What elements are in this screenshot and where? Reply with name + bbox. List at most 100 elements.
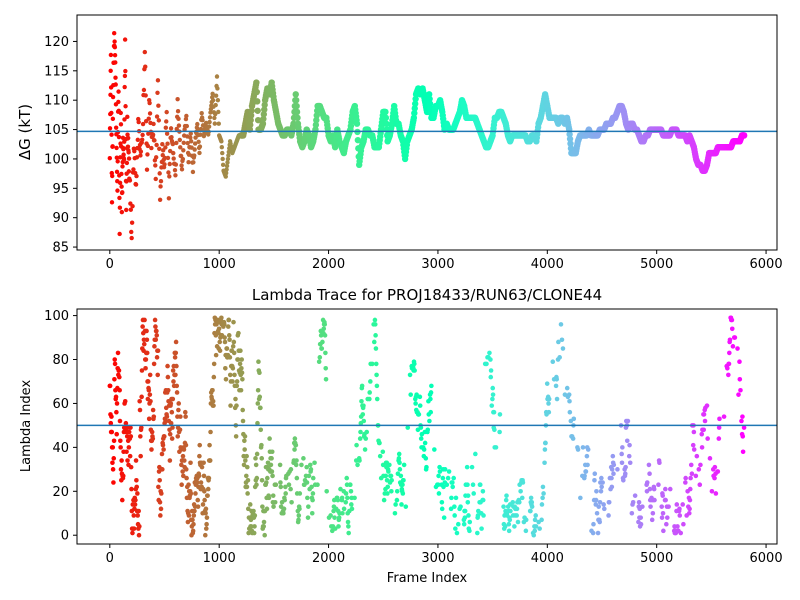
lambda-point [489,403,495,408]
lambda-point [436,473,441,479]
dg-y-tick-label: 105 [44,123,69,138]
lambda-point [202,532,208,538]
lambda-point [296,513,302,518]
lambda-point [492,427,497,433]
dg-point [144,167,150,172]
lambda-point [408,392,414,397]
lambda-point [258,427,264,433]
dg-point [566,131,573,138]
lambda-point [529,504,535,509]
lambda-point [254,451,260,457]
lambda-x-tick-label: 1000 [203,551,236,566]
lambda-point [481,513,486,518]
dg-point [191,160,196,165]
lambda-point [197,453,202,459]
dg-x-ticks: 0 1000 2000 3000 4000 5000 6000 [106,250,783,272]
lambda-point [649,517,655,523]
lambda-point [107,383,113,389]
lambda-point [348,482,353,488]
lambda-point [374,383,380,389]
dg-point [136,119,141,125]
dg-point [426,95,433,103]
lambda-point [417,403,423,408]
lambda-point [377,453,383,459]
dg-point [156,103,161,108]
lambda-point [597,519,603,525]
lambda-point [111,456,117,461]
dg-point [119,171,124,177]
lambda-point [174,363,179,369]
lambda-point [236,330,241,336]
lambda-point [341,506,347,512]
lambda-point [294,475,300,481]
lambda-point [261,519,267,525]
lambda-point [145,379,151,384]
lambda-point [557,355,562,360]
lambda-point [357,458,362,463]
lambda-point [585,447,591,452]
lambda-point [140,324,145,329]
lambda-point [304,464,309,470]
lambda-x-tick-label: 6000 [750,551,783,566]
dg-point [210,98,216,103]
dg-point [113,125,119,130]
lambda-point [335,497,341,503]
lambda-point [620,445,625,450]
lambda-point [399,502,404,507]
lambda-point [110,445,116,450]
lambda-point [164,414,170,419]
lambda-point [233,434,239,439]
lambda-point [296,517,301,523]
lambda-point [144,328,149,334]
lambda-point [310,475,316,481]
lambda-point [546,401,551,406]
dg-point [145,152,150,157]
dg-point [164,109,169,115]
dg-point [129,229,134,235]
lambda-point [268,462,274,468]
lambda-point [245,491,250,496]
lambda-point [171,379,176,384]
dg-point [410,114,418,122]
dg-point [153,176,158,182]
lambda-point [683,480,688,485]
lambda-point [686,510,692,516]
lambda-point [266,495,272,501]
lambda-point [160,442,166,448]
dg-point [130,203,135,209]
lambda-point [636,499,642,505]
lambda-point [217,348,223,354]
lambda-point [510,499,516,505]
lambda-point [601,502,606,507]
lambda-point [205,486,211,492]
lambda-point [739,418,744,424]
lambda-point [425,427,431,433]
lambda-point [644,480,650,485]
dg-point [138,149,144,154]
lambda-point [157,478,162,483]
dg-point [185,140,190,146]
lambda-point [134,478,139,483]
lambda-point [137,407,143,413]
dg-point [212,115,217,121]
lambda-point [176,401,182,406]
lambda-point [659,504,665,509]
dg-point [261,101,268,109]
lambda-point [367,396,372,402]
dg-point [179,163,184,168]
lambda-point [231,339,237,345]
lambda-point [598,488,604,494]
lambda-point [403,504,409,509]
dg-x-tick-label: 3000 [421,257,454,272]
lambda-point [491,409,497,415]
dg-point [128,207,134,212]
lambda-point [707,456,713,461]
lambda-point [270,493,276,498]
lambda-point [153,324,158,329]
lambda-point [629,510,635,516]
lambda-trace-points [107,315,747,538]
lambda-point [523,528,529,534]
lambda-point [453,495,459,501]
dg-point [143,93,148,98]
dg-y-tick-label: 115 [44,64,69,79]
